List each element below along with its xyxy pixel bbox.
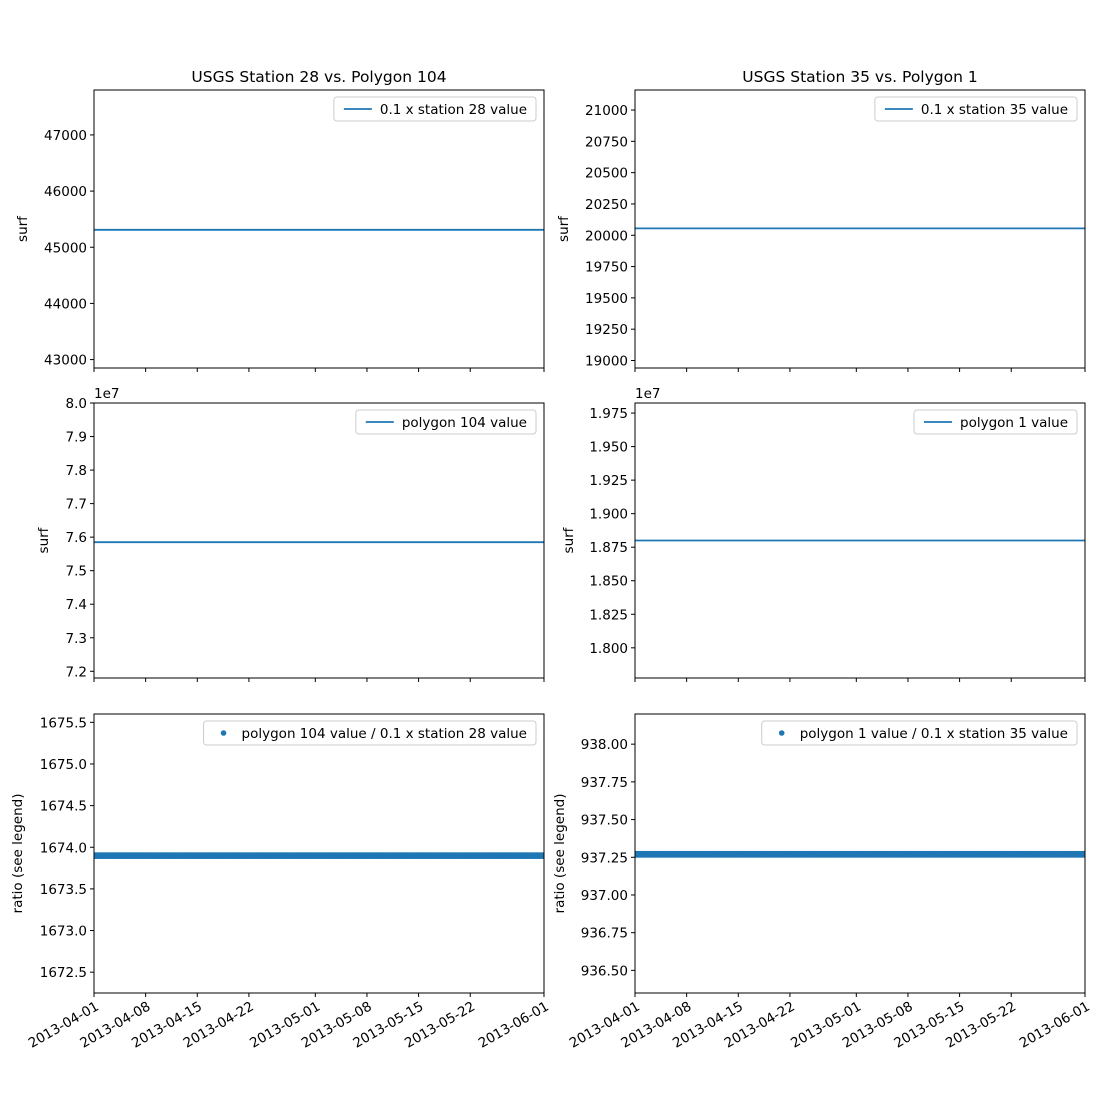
y-tick-label: 7.8 [66, 463, 87, 479]
y-tick-label: 1.825 [589, 607, 628, 623]
y-tick-label: 20000 [585, 228, 628, 244]
y-tick-label: 19250 [585, 322, 628, 338]
y-tick-label: 1675.5 [40, 715, 87, 731]
y-tick-label: 19500 [585, 291, 628, 307]
y-tick-label: 937.50 [581, 813, 628, 829]
y-tick-label: 7.4 [66, 597, 87, 613]
y-tick-label: 20250 [585, 197, 628, 213]
y-tick-label: 20500 [585, 166, 628, 182]
y-tick-label: 1.875 [589, 540, 628, 556]
y-multiplier: 1e7 [635, 386, 660, 402]
y-tick-label: 936.50 [581, 963, 628, 979]
legend-label: polygon 1 value / 0.1 x station 35 value [800, 726, 1068, 742]
y-tick-label: 1.925 [589, 473, 628, 489]
axes-frame [634, 89, 1086, 369]
y-tick-label: 44000 [44, 296, 87, 312]
legend-label: polygon 1 value [960, 415, 1068, 431]
legend: 0.1 x station 35 value [874, 96, 1078, 122]
legend: polygon 1 value [913, 409, 1078, 435]
subplot-title: USGS Station 35 vs. Polygon 1 [742, 68, 977, 86]
y-tick-label: 7.5 [66, 564, 87, 580]
y-tick-label: 1675.0 [40, 757, 87, 773]
y-axis-label: ratio (see legend) [10, 794, 26, 914]
legend: polygon 104 value [355, 409, 537, 435]
subplot-3: 7.2 7.3 7.4 7.5 7.6 7.7 7.8 7.9 8.0 1e7 surf polygo… [36, 386, 545, 682]
y-tick-label: 21000 [585, 103, 628, 119]
y-tick-label: 46000 [44, 184, 87, 200]
y-tick-label: 7.9 [66, 430, 87, 446]
y-tick-label: 43000 [44, 353, 87, 369]
y-tick-label: 1673.0 [40, 924, 87, 940]
y-axis-label: surf [36, 526, 52, 553]
legend: polygon 1 value / 0.1 x station 35 value [761, 720, 1078, 746]
axes-frame [93, 402, 545, 679]
y-tick-label: 19750 [585, 260, 628, 276]
y-tick-label: 1673.5 [40, 882, 87, 898]
y-tick-label: 47000 [44, 128, 87, 144]
legend-box [203, 720, 537, 746]
y-tick-label: 937.75 [581, 775, 628, 791]
y-tick-label: 1672.5 [40, 965, 87, 981]
y-tick-label: 7.3 [66, 631, 87, 647]
y-axis-label: surf [15, 215, 31, 242]
y-tick-label: 1674.5 [40, 799, 87, 815]
y-tick-label: 7.7 [66, 497, 87, 513]
legend: polygon 104 value / 0.1 x station 28 val… [203, 720, 537, 746]
legend: 0.1 x station 28 value [333, 96, 537, 122]
y-tick-label: 8.0 [66, 396, 87, 412]
legend-marker-handle [220, 730, 227, 736]
axes-frame [634, 402, 1086, 679]
y-tick-label: 45000 [44, 240, 87, 256]
legend-marker-handle [778, 730, 785, 736]
y-tick-label: 1674.0 [40, 840, 87, 856]
y-tick-label: 7.2 [66, 664, 87, 680]
legend-box [761, 720, 1078, 746]
y-axis-label: ratio (see legend) [552, 794, 568, 914]
y-tick-label: 1.950 [589, 440, 628, 456]
series-group [94, 852, 544, 859]
series-group [635, 850, 1085, 858]
legend-box [355, 409, 537, 435]
legend-box [874, 96, 1078, 122]
y-multiplier: 1e7 [94, 386, 119, 402]
y-axis-label: surf [561, 526, 577, 553]
subplot-1: USGS Station 28 vs. Polygon 104 43000 4400… [15, 68, 545, 372]
axes-frame [93, 89, 545, 369]
axes-frame [634, 713, 1086, 994]
y-tick-label: 20750 [585, 134, 628, 150]
y-tick-label: 936.75 [581, 926, 628, 942]
series-point [540, 852, 544, 859]
legend-label: polygon 104 value / 0.1 x station 28 val… [242, 726, 527, 742]
series-point [1081, 850, 1085, 858]
y-tick-label: 937.00 [581, 888, 628, 904]
y-tick-label: 19000 [585, 353, 628, 369]
subplot-4: 1.800 1.825 1.850 1.875 1.900 1.925 1.950 1.975… [561, 386, 1086, 682]
y-tick-label: 1.850 [589, 574, 628, 590]
legend-label: 0.1 x station 28 value [380, 102, 527, 118]
legend-box [333, 96, 537, 122]
legend-box [913, 409, 1078, 435]
y-tick-label: 1.900 [589, 507, 628, 523]
y-tick-label: 7.6 [66, 530, 87, 546]
y-tick-label: 938.00 [581, 737, 628, 753]
subplot-2: USGS Station 35 vs. Polygon 1 19000 19250 1… [556, 68, 1086, 372]
y-axis-label: surf [556, 215, 572, 242]
y-tick-label: 1.975 [589, 406, 628, 422]
subplot-title: USGS Station 28 vs. Polygon 104 [191, 68, 446, 86]
legend-label: 0.1 x station 35 value [921, 102, 1068, 118]
y-tick-label: 937.25 [581, 850, 628, 866]
y-tick-label: 1.800 [589, 641, 628, 657]
axes-frame [93, 713, 545, 994]
legend-label: polygon 104 value [402, 415, 527, 431]
